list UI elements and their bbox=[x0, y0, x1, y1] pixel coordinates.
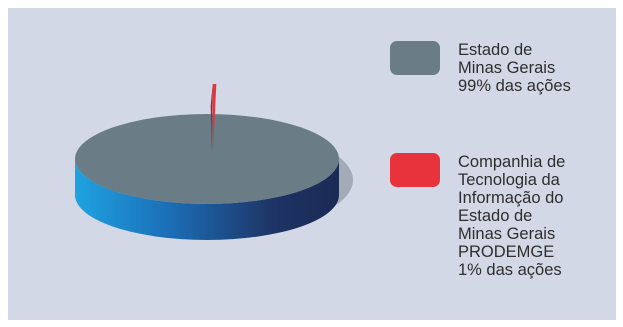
pie-chart bbox=[75, 84, 353, 240]
chart-panel: Estado de Minas Gerais 99% das ações Com… bbox=[8, 8, 616, 320]
legend-label-estado: Estado de Minas Gerais 99% das ações bbox=[458, 41, 571, 95]
pie-side-prodemge bbox=[210, 84, 213, 155]
legend-label-prodemge: Companhia de Tecnologia da Informação do… bbox=[458, 153, 566, 279]
pie-slice-estado bbox=[75, 114, 339, 204]
pie-side-estado bbox=[75, 159, 339, 240]
legend-swatch-estado bbox=[390, 41, 440, 75]
pie-slice-prodemge bbox=[212, 84, 217, 151]
legend-swatch-prodemge bbox=[390, 153, 440, 187]
